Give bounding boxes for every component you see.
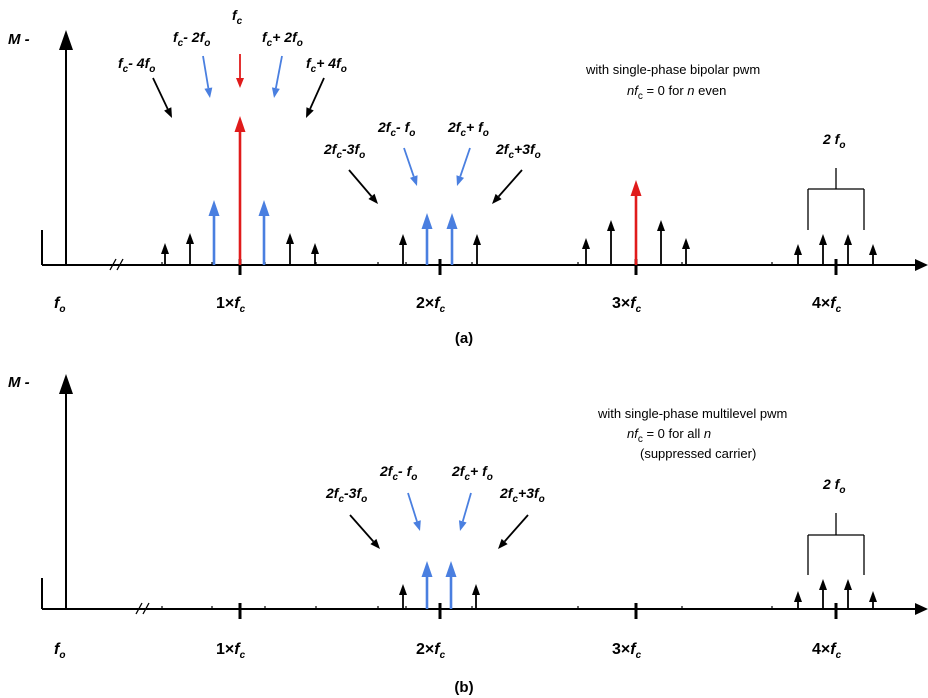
pointer-2fc-minus-3fo (348, 169, 378, 204)
label-2fc-minus-fo: 2fc- fo (377, 119, 415, 139)
sideband-4fc-plus-fo (844, 234, 852, 265)
sideband-4fc-minus-3fo (794, 591, 802, 609)
label-2fo: 2 fo (822, 476, 845, 496)
tick-label: 2×fc (416, 641, 446, 661)
pointer-fc-plus-2fo (271, 55, 283, 98)
pointer-fc (236, 54, 244, 88)
pointer-2fc-plus-fo (456, 147, 471, 186)
sideband-fc-plus-4fo (286, 233, 294, 265)
pointer-arrows-a: fc fc- 2fo fc+ 2fo fc- 4fo fc+ 4fo 2fc- fo 2fc… (118, 7, 845, 204)
magnitude-label: M - (8, 31, 30, 48)
x-axis-arrowhead (915, 603, 928, 615)
label-2fc-minus-3fo: 2fc-3fo (323, 141, 365, 161)
pointer-fc-minus-2fo (202, 55, 213, 98)
label-2fc-plus-3fo: 2fc+3fo (495, 141, 541, 161)
carrier-3fc (630, 180, 642, 265)
fundamental-arrowhead (59, 30, 73, 50)
tick-label: 4×fc (812, 295, 842, 315)
label-2fc-plus-fo: 2fc+ fo (451, 463, 493, 483)
axis-break-icon (135, 602, 150, 615)
sideband-2fc-minus-fo (421, 561, 433, 609)
label-fc-minus-4fo: fc- 4fo (118, 55, 155, 75)
caption-a: (a) (455, 330, 473, 347)
label-2fc-minus-fo: 2fc- fo (379, 463, 417, 483)
tick-label: 1×fc (216, 295, 246, 315)
label-fc: fc (232, 7, 243, 27)
tick-label: 2×fc (416, 295, 446, 315)
pointer-fc-minus-4fo (152, 77, 172, 118)
sideband-4fc-minus-fo (819, 579, 827, 609)
bracket-2fo-a (807, 168, 865, 230)
sideband-fc-minus-4fo (186, 233, 194, 265)
label-fc-plus-2fo: fc+ 2fo (262, 29, 303, 49)
sideband-3fc-minus-2fo (607, 220, 615, 265)
label-2fc-plus-3fo: 2fc+3fo (499, 485, 545, 505)
fundamental-arrowhead (59, 374, 73, 394)
label-2fc-minus-3fo: 2fc-3fo (325, 485, 367, 505)
sideband-4fc-plus-fo (844, 579, 852, 609)
caption-b: (b) (454, 679, 473, 696)
bracket-2fo-b (807, 513, 865, 575)
sideband-fc-plus-2fo (258, 200, 270, 265)
spectral-lines-b (399, 561, 877, 609)
panel-b: M - fo 1×fc 2×fc 3×fc 4×fc 2fc- fo 2fc+ fo2f… (8, 374, 928, 696)
tick-label: 1×fc (216, 641, 246, 661)
sideband-4fc-minus-3fo (794, 244, 802, 265)
sideband-2fc-minus-3fo (399, 584, 407, 609)
magnitude-label: M - (8, 374, 30, 391)
tick-label: 3×fc (612, 295, 642, 315)
sideband-4fc-plus-3fo (869, 591, 877, 609)
pointer-2fc-plus-fo (458, 492, 472, 531)
carrier-fc (234, 116, 246, 265)
fundamental-label: fo (54, 295, 65, 315)
tick-label: 3×fc (612, 641, 642, 661)
sideband-3fc-minus-4fo (582, 238, 590, 265)
label-fc-minus-2fo: fc- 2fo (173, 29, 210, 49)
sideband-2fc-plus-3fo (472, 584, 480, 609)
note-a-line1: with single-phase bipolar pwm (585, 62, 760, 77)
label-2fc-plus-fo: 2fc+ fo (447, 119, 489, 139)
sideband-2fc-plus-3fo (473, 234, 481, 265)
pointer-arrows-b: 2fc- fo 2fc+ fo 2fc-3fo 2fc+3fo 2 fo (325, 463, 845, 549)
sideband-2fc-minus-fo (421, 213, 433, 265)
note-b-line3: (suppressed carrier) (640, 446, 756, 461)
pointer-2fc-minus-fo (403, 147, 418, 186)
sideband-2fc-plus-fo (445, 561, 457, 609)
tick-label: 4×fc (812, 641, 842, 661)
sideband-fc-minus-6fo (161, 243, 169, 265)
sideband-4fc-minus-fo (819, 234, 827, 265)
spectral-lines-a (161, 116, 877, 265)
sideband-4fc-plus-3fo (869, 244, 877, 265)
sideband-2fc-minus-3fo (399, 234, 407, 265)
panel-a: M - fo 1×fc 2×fc 3×fc 4×fc fc fc- 2fo fc+ 2fo… (8, 7, 928, 347)
tick-labels-b: 1×fc 2×fc 3×fc 4×fc (161, 603, 842, 661)
pointer-2fc-minus-fo (407, 492, 421, 531)
sideband-3fc-plus-4fo (682, 238, 690, 265)
label-2fo: 2 fo (822, 131, 845, 151)
x-axis-arrowhead (915, 259, 928, 271)
axis-break-icon (109, 258, 124, 271)
pointer-2fc-plus-3fo (498, 514, 529, 549)
tick-labels-a: 1×fc 2×fc 3×fc 4×fc (161, 259, 842, 315)
note-b-line2: nfc = 0 for all n (627, 426, 711, 445)
pointer-2fc-plus-3fo (492, 169, 523, 204)
sideband-3fc-plus-2fo (657, 220, 665, 265)
sideband-fc-plus-6fo (311, 243, 319, 265)
pointer-fc-plus-4fo (306, 77, 325, 118)
note-b-line1: with single-phase multilevel pwm (597, 406, 787, 421)
sideband-fc-minus-2fo (208, 200, 220, 265)
sideband-2fc-plus-fo (446, 213, 458, 265)
pointer-2fc-minus-3fo (349, 514, 380, 549)
note-a-line2: nfc = 0 for n even (627, 83, 726, 102)
fundamental-label: fo (54, 641, 65, 661)
label-fc-plus-4fo: fc+ 4fo (306, 55, 347, 75)
